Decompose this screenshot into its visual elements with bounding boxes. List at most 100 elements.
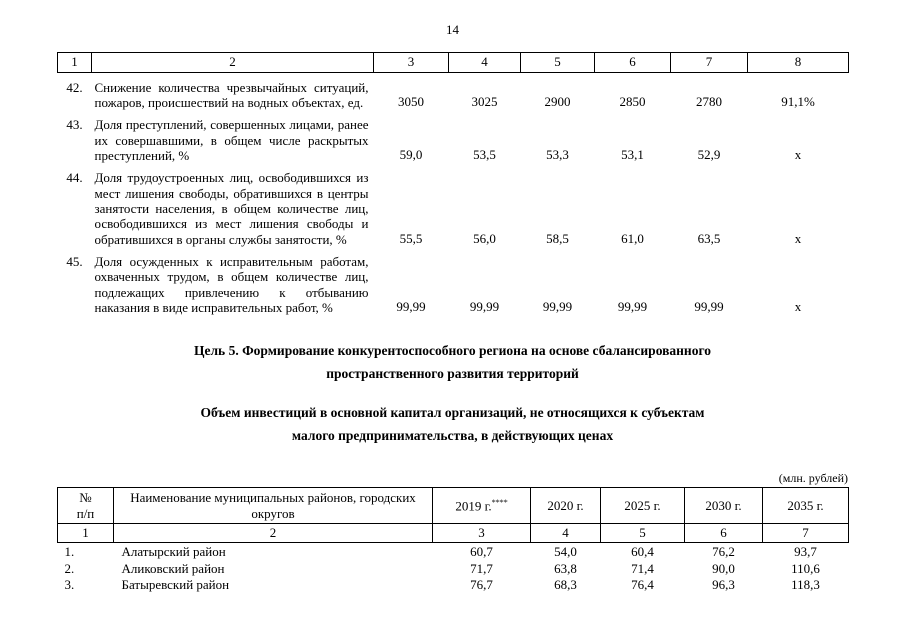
row-number: 1. xyxy=(64,544,75,560)
units-note: (млн. рублей) xyxy=(778,471,848,486)
value-cell: 76,2 xyxy=(712,544,735,560)
page-number: 14 xyxy=(446,22,459,37)
value-cell: 91,1% xyxy=(781,93,815,109)
value-cell: х xyxy=(794,298,802,314)
col-num: 4 xyxy=(448,52,521,73)
value-cell: х xyxy=(794,146,802,162)
value-cell: 99,99 xyxy=(396,298,426,314)
goal-heading: Цель 5. Формирование конкурентоспособног… xyxy=(0,339,905,385)
col-header-2035: 2035 г. xyxy=(762,487,849,524)
column-number-row: 1 2 3 4 5 6 7 xyxy=(57,522,849,544)
value-cell: 99,99 xyxy=(617,298,648,314)
indicator-text: Доля трудоустроенных лиц, освободившихся… xyxy=(94,170,369,247)
investment-heading: Объем инвестиций в основной капитал орга… xyxy=(0,401,905,447)
investment-heading-line2: малого предпринимательства, в действующи… xyxy=(291,427,614,443)
value-cell: 99,99 xyxy=(694,298,724,314)
value-cell: 53,1 xyxy=(621,146,644,162)
value-cell: 3025 xyxy=(471,93,498,109)
value-cell: 56,0 xyxy=(473,230,496,246)
col-header-number-line2: п/п xyxy=(76,505,95,521)
col-header-name: Наименование муниципальных районов, горо… xyxy=(113,487,433,524)
column-number-row: 1 2 3 4 5 6 7 8 xyxy=(57,52,849,73)
value-cell: 99,99 xyxy=(542,298,573,314)
table-row: 45. Доля осужденных к исправительным раб… xyxy=(58,247,849,315)
col-header-2019-label: 2019 г. xyxy=(455,498,492,514)
value-cell: 61,0 xyxy=(621,230,644,246)
value-cell: 63,5 xyxy=(697,230,721,246)
col-num: 6 xyxy=(684,522,763,544)
col-num: 7 xyxy=(762,522,849,544)
row-number: 43. xyxy=(66,117,83,133)
value-cell: 55,5 xyxy=(399,230,423,246)
row-number: 45. xyxy=(66,253,83,269)
value-cell: 99,99 xyxy=(469,298,500,314)
col-num: 6 xyxy=(594,52,671,73)
indicators-table: 1 2 3 4 5 6 7 8 42. Снижение количества … xyxy=(57,52,849,315)
value-cell: 60,4 xyxy=(631,544,654,560)
value-cell: 96,3 xyxy=(712,576,735,592)
col-num: 2 xyxy=(113,522,433,544)
col-header-number: № п/п xyxy=(57,487,114,524)
value-cell: 2850 xyxy=(619,93,646,109)
col-num: 3 xyxy=(432,522,531,544)
table-row: 44. Доля трудоустроенных лиц, освободивш… xyxy=(58,163,849,247)
col-num: 3 xyxy=(373,52,449,73)
col-num: 5 xyxy=(600,522,685,544)
col-num: 1 xyxy=(57,52,92,73)
table-row: 43. Доля преступлений, совершенных лицам… xyxy=(58,110,849,163)
value-cell: 68,3 xyxy=(554,576,577,592)
row-number: 44. xyxy=(66,170,83,186)
indicator-text: Доля осужденных к исправительным работам… xyxy=(94,253,369,315)
value-cell: 71,4 xyxy=(631,560,654,576)
footnote-mark: **** xyxy=(491,497,508,507)
col-num: 1 xyxy=(57,522,114,544)
col-num: 2 xyxy=(91,52,374,73)
goal-heading-line2: пространственного развития территорий xyxy=(326,366,579,382)
row-number: 3. xyxy=(64,576,75,592)
col-header-2020: 2020 г. xyxy=(530,487,601,524)
col-header-number-line1: № xyxy=(79,490,92,506)
col-num: 4 xyxy=(530,522,601,544)
value-cell: 76,4 xyxy=(631,576,654,592)
value-cell: 63,8 xyxy=(554,560,577,576)
indicator-text: Снижение количества чрезвычайных ситуаци… xyxy=(94,79,369,110)
table-row: 3. Батыревский район 76,7 68,3 76,4 96,3… xyxy=(58,576,849,592)
col-num: 7 xyxy=(670,52,748,73)
value-cell: 54,0 xyxy=(554,544,577,560)
value-cell: 2900 xyxy=(544,93,571,109)
value-cell: 3050 xyxy=(398,93,424,109)
table-row: 42. Снижение количества чрезвычайных сит… xyxy=(58,72,849,110)
value-cell: 53,5 xyxy=(473,146,496,162)
goal-heading-line1: Цель 5. Формирование конкурентоспособног… xyxy=(193,343,711,359)
value-cell: 2780 xyxy=(696,93,722,109)
value-cell: 118,3 xyxy=(791,576,820,592)
value-cell: 53,3 xyxy=(546,146,569,162)
col-num: 5 xyxy=(520,52,595,73)
value-cell: 93,7 xyxy=(794,544,817,560)
district-name: Батыревский район xyxy=(121,576,230,592)
value-cell: х xyxy=(794,230,802,246)
value-cell: 59,0 xyxy=(399,146,423,162)
value-cell: 58,5 xyxy=(546,230,569,246)
value-cell: 71,7 xyxy=(470,560,493,576)
investment-heading-line1: Объем инвестиций в основной капитал орга… xyxy=(200,404,705,420)
header-row: № п/п Наименование муниципальных районов… xyxy=(57,487,849,524)
value-cell: 90,0 xyxy=(712,560,735,576)
value-cell: 110,6 xyxy=(791,560,820,576)
district-name: Алатырский район xyxy=(121,544,226,560)
col-header-2025: 2025 г. xyxy=(600,487,685,524)
table-row: 2. Аликовский район 71,7 63,8 71,4 90,0 … xyxy=(58,560,849,576)
value-cell: 76,7 xyxy=(470,576,493,592)
col-header-2030: 2030 г. xyxy=(684,487,763,524)
value-cell: 60,7 xyxy=(470,544,493,560)
value-cell: 52,9 xyxy=(697,146,721,162)
row-number: 2. xyxy=(64,560,75,576)
indicator-text: Доля преступлений, совершенных лицами, р… xyxy=(94,117,369,163)
table-row: 1. Алатырский район 60,7 54,0 60,4 76,2 … xyxy=(58,543,849,560)
district-name: Аликовский район xyxy=(121,560,225,576)
col-header-2019: 2019 г.**** xyxy=(432,487,531,524)
row-number: 42. xyxy=(66,79,83,95)
investments-table: № п/п Наименование муниципальных районов… xyxy=(57,487,849,592)
col-num: 8 xyxy=(747,52,849,73)
